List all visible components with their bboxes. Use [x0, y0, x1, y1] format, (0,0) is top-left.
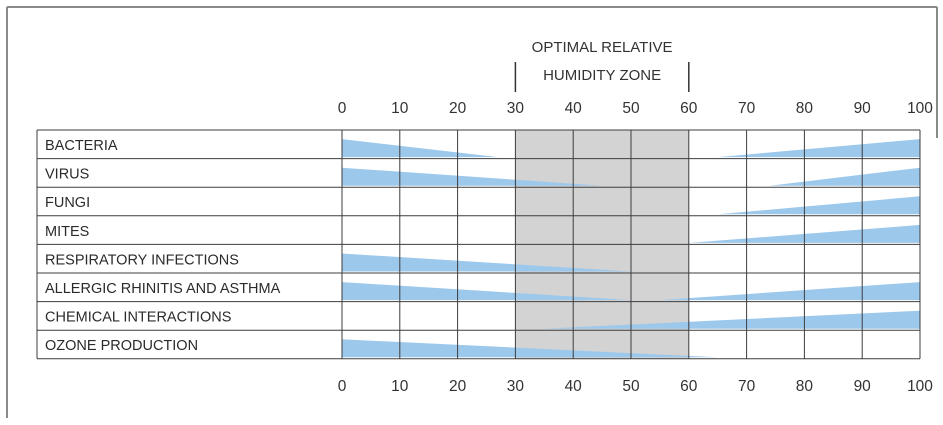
row-label-chemical-interactions: CHEMICAL INTERACTIONS	[45, 310, 231, 326]
x-axis-ticks-bottom: 0 10 20 30 40 50 60 70 80 90 100	[338, 378, 934, 395]
tick-top-30: 30	[507, 100, 525, 117]
row-label-ozone-production: OZONE PRODUCTION	[45, 338, 198, 354]
tick-bottom-60: 60	[680, 378, 698, 395]
band-7-1	[544, 310, 920, 329]
tick-bottom-70: 70	[738, 378, 756, 395]
outer-frame	[6, 6, 938, 418]
band-2-1	[342, 167, 603, 186]
band-6-2	[659, 282, 920, 301]
tick-top-90: 90	[854, 100, 872, 117]
optimal-zone-label-line2: HUMIDITY ZONE	[543, 67, 661, 84]
band-6-1	[342, 282, 631, 301]
tick-top-0: 0	[338, 100, 347, 117]
optimal-zone-header: OPTIMAL RELATIVE HUMIDITY ZONE	[514, 39, 690, 92]
tick-bottom-10: 10	[391, 378, 409, 395]
band-1-1	[342, 139, 499, 158]
tick-bottom-30: 30	[507, 378, 525, 395]
tick-bottom-100: 100	[907, 378, 933, 395]
tick-bottom-20: 20	[449, 378, 467, 395]
tick-bottom-50: 50	[622, 378, 640, 395]
tick-top-50: 50	[622, 100, 640, 117]
band-2-2	[769, 167, 920, 186]
tick-top-80: 80	[796, 100, 814, 117]
tick-bottom-0: 0	[338, 378, 347, 395]
tick-bottom-90: 90	[854, 378, 872, 395]
row-label-bacteria: BACTERIA	[45, 138, 118, 154]
row-label-allergic-rhinitis-and-asthma: ALLERGIC RHINITIS AND ASTHMA	[45, 281, 281, 297]
row-label-virus: VIRUS	[45, 167, 89, 183]
row-label-respiratory-infections: RESPIRATORY INFECTIONS	[45, 252, 239, 268]
tick-top-10: 10	[391, 100, 409, 117]
tick-top-40: 40	[565, 100, 583, 117]
tick-top-100: 100	[907, 100, 933, 117]
band-8-1	[342, 339, 718, 358]
band-1-2	[717, 139, 920, 158]
optimal-zone-label-line1: OPTIMAL RELATIVE	[532, 39, 673, 56]
band-5-1	[342, 253, 631, 272]
tick-top-70: 70	[738, 100, 756, 117]
tick-top-60: 60	[680, 100, 698, 117]
x-axis-ticks-top: 0 10 20 30 40 50 60 70 80 90 100	[338, 100, 934, 117]
row-label-fungi: FUNGI	[45, 195, 90, 211]
tick-bottom-80: 80	[796, 378, 814, 395]
row-label-mites: MITES	[45, 224, 89, 240]
plot-area: BACTERIA VIRUS FUNGI MITES RESPIRATORY INFEC…	[36, 129, 921, 360]
tick-top-20: 20	[449, 100, 467, 117]
tick-bottom-40: 40	[565, 378, 583, 395]
band-3-1	[717, 196, 920, 215]
